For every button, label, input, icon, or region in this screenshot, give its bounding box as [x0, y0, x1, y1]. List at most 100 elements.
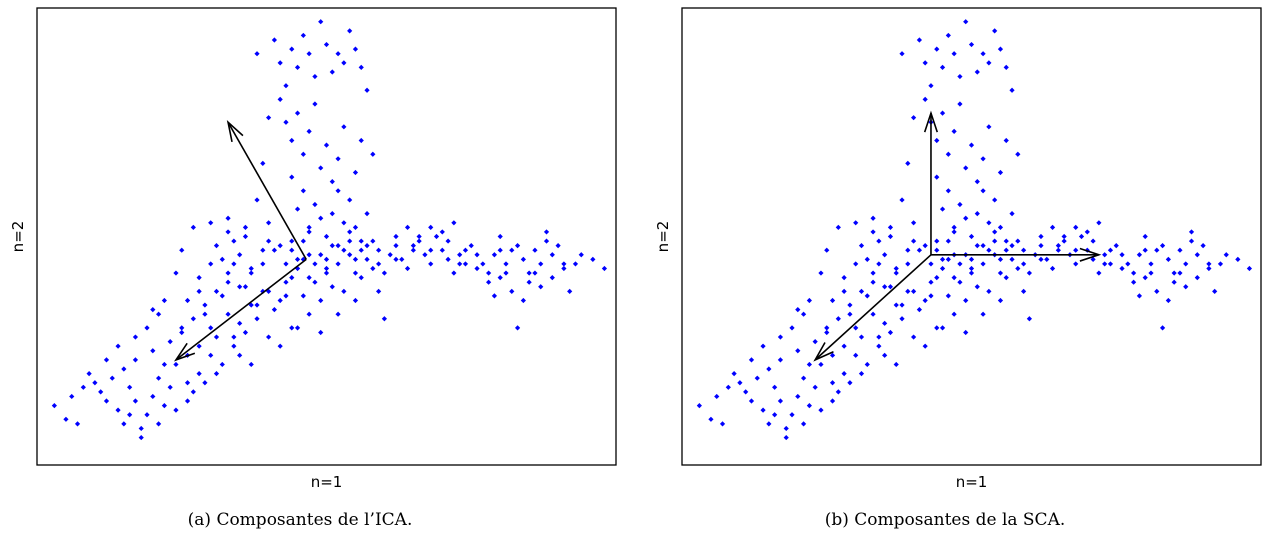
data-point-a	[294, 325, 301, 331]
data-point-a	[567, 288, 573, 294]
data-point-b	[853, 220, 859, 226]
data-point-b	[760, 343, 766, 349]
data-point-b	[777, 357, 784, 363]
data-point-b	[928, 279, 934, 285]
data-point-b	[1159, 325, 1166, 331]
data-point-a	[306, 311, 312, 317]
data-point-a	[115, 407, 121, 413]
data-point-b	[1194, 275, 1200, 281]
data-point-a	[347, 197, 353, 203]
data-point-b	[818, 270, 824, 276]
data-point-b	[957, 279, 963, 285]
data-point-b	[1003, 247, 1009, 253]
data-point-b	[911, 115, 917, 121]
data-point-a	[514, 325, 521, 331]
data-point-a	[294, 206, 301, 212]
data-point-b	[963, 165, 969, 171]
data-point-b	[858, 371, 865, 377]
data-point-a	[364, 211, 370, 217]
data-point-b	[887, 233, 894, 240]
data-point-a	[358, 64, 364, 71]
data-point-b	[1055, 243, 1061, 249]
data-point-a	[491, 252, 498, 258]
data-point-a	[196, 275, 202, 281]
data-point-a	[260, 160, 266, 166]
data-point-b	[1038, 233, 1044, 240]
data-point-a	[266, 288, 272, 294]
data-point-a	[155, 375, 162, 381]
component-arrow-a	[173, 258, 307, 362]
data-point-b	[725, 384, 731, 390]
data-point-a	[109, 375, 115, 381]
data-point-a	[352, 224, 359, 230]
data-point-b	[870, 279, 876, 285]
data-point-b	[986, 220, 992, 226]
data-point-a	[451, 220, 457, 226]
data-point-b	[1073, 261, 1079, 267]
data-point-b	[806, 297, 812, 304]
data-point-b	[928, 261, 934, 267]
data-point-b	[963, 215, 969, 221]
data-point-b	[1078, 233, 1085, 240]
data-point-a	[352, 46, 359, 52]
data-point-b	[980, 188, 986, 194]
data-point-a	[503, 270, 509, 276]
data-point-b	[905, 288, 911, 294]
data-point-b	[760, 407, 766, 413]
data-point-b	[824, 325, 830, 331]
data-point-b	[870, 270, 876, 276]
data-point-b	[1246, 265, 1253, 272]
data-point-b	[882, 320, 888, 326]
data-point-b	[893, 361, 899, 368]
data-point-a	[549, 252, 555, 258]
data-point-b	[1049, 265, 1056, 272]
data-point-a	[555, 243, 561, 249]
data-point-b	[905, 160, 911, 166]
data-point-b	[1223, 252, 1229, 258]
data-point-b	[812, 384, 818, 390]
data-point-a	[237, 252, 243, 258]
data-point-a	[509, 247, 515, 253]
data-point-b	[870, 229, 876, 235]
data-point-a	[410, 243, 416, 249]
data-point-a	[196, 288, 202, 294]
data-point-a	[161, 297, 167, 304]
plot-frame-a	[36, 7, 617, 466]
data-point-b	[939, 206, 946, 212]
data-point-b	[841, 371, 847, 377]
data-point-a	[242, 284, 249, 290]
data-point-a	[601, 265, 608, 272]
data-point-b	[870, 311, 876, 317]
data-point-b	[945, 188, 951, 194]
data-point-a	[283, 279, 289, 285]
data-point-a	[225, 311, 231, 317]
data-point-b	[980, 51, 986, 57]
data-point-a	[155, 421, 162, 427]
data-point-b	[922, 96, 928, 102]
data-point-a	[231, 343, 237, 349]
data-point-b	[980, 156, 986, 162]
data-point-a	[439, 247, 445, 253]
data-point-a	[173, 407, 179, 413]
data-point-b	[1096, 220, 1102, 226]
data-point-a	[347, 238, 353, 244]
data-point-a	[254, 316, 260, 322]
data-point-a	[173, 361, 179, 368]
data-point-a	[196, 371, 202, 377]
data-point-b	[800, 311, 807, 317]
data-point-a	[248, 270, 254, 276]
data-point-a	[526, 279, 532, 285]
data-point-b	[911, 220, 917, 226]
data-point-a	[248, 361, 254, 368]
data-point-b	[1049, 224, 1056, 230]
data-point-b	[939, 64, 946, 71]
scatter-plot-a: n=1 n=2	[9, 7, 617, 491]
data-point-b	[795, 393, 801, 400]
data-point-a	[277, 343, 283, 349]
data-point-a	[376, 288, 382, 294]
data-point-a	[335, 261, 341, 267]
data-point-a	[428, 247, 434, 253]
data-point-b	[1177, 247, 1183, 253]
data-point-b	[916, 247, 922, 253]
y-axis-label-a: n=2	[9, 221, 27, 253]
